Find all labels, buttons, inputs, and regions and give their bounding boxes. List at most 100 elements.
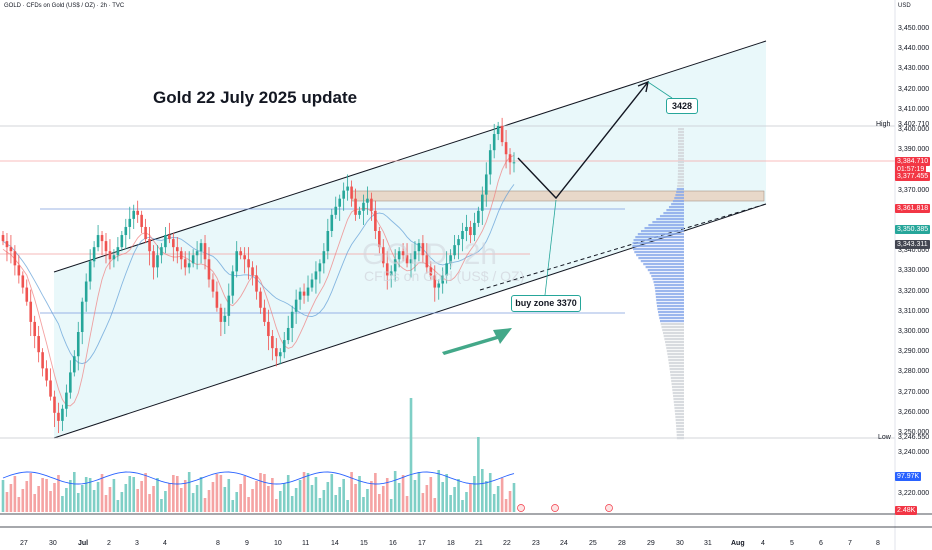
- volume-bar: [160, 499, 163, 512]
- candle-body: [227, 295, 231, 316]
- channel-upper-line[interactable]: [53, 40, 767, 273]
- candle-body: [136, 210, 139, 215]
- target-callout[interactable]: 3428: [666, 98, 698, 114]
- volume-bar: [227, 479, 231, 512]
- candle-body: [302, 291, 306, 296]
- candle-body: [132, 210, 136, 219]
- volume-bar: [381, 486, 385, 512]
- volume-profile-row: [660, 323, 684, 326]
- volume-profile-row: [666, 350, 684, 353]
- buy-zone-callout[interactable]: buy zone 3370: [511, 295, 581, 312]
- volume-bar: [302, 472, 306, 512]
- volume-bar: [183, 480, 187, 512]
- volume-bar: [326, 482, 330, 512]
- volume-bar: [88, 478, 92, 512]
- volume-profile-row: [666, 209, 684, 212]
- volume-bar: [96, 482, 100, 512]
- volume-profile-row: [674, 197, 684, 200]
- volume-bar: [481, 469, 484, 512]
- projection-path[interactable]: [517, 81, 649, 200]
- volume-bar: [477, 437, 480, 512]
- volume-bar: [29, 473, 33, 512]
- volume-bar: [172, 475, 175, 512]
- volume-bar: [397, 483, 401, 512]
- candle-body: [255, 275, 258, 292]
- volume-profile-row: [664, 338, 684, 341]
- candle-body: [481, 194, 484, 211]
- candle-body: [457, 239, 460, 246]
- candle-body: [183, 259, 187, 268]
- volume-profile-row: [655, 290, 684, 293]
- candle-body: [429, 267, 433, 276]
- time-tick-label: 8: [876, 540, 880, 547]
- volume-profile-row: [649, 272, 684, 275]
- low-label: Low: [878, 434, 891, 441]
- candle-body: [13, 251, 17, 266]
- candle-body: [231, 271, 235, 296]
- volume-profile-row: [677, 131, 684, 134]
- volume-profile-row: [677, 149, 684, 152]
- volume-bar: [271, 478, 274, 512]
- candle-body: [168, 235, 171, 240]
- volume-profile-row: [675, 422, 684, 425]
- volume-profile-row: [644, 227, 684, 230]
- volume-profile-row: [677, 170, 684, 173]
- time-tick-label: 5: [790, 540, 794, 547]
- candle-body: [199, 243, 203, 252]
- volume-bar: [286, 475, 290, 512]
- volume-bar: [49, 491, 52, 512]
- volume-bar: [278, 491, 282, 512]
- volume-bar: [73, 472, 76, 512]
- volume-bar: [492, 494, 496, 512]
- moving-average-blue: [2, 184, 515, 365]
- volume-profile-row: [647, 269, 684, 272]
- candle-body: [88, 261, 92, 282]
- candle-body: [128, 218, 132, 227]
- candle-body: [116, 247, 120, 256]
- candle-body: [80, 301, 84, 332]
- candle-body: [211, 279, 215, 292]
- event-marker[interactable]: [605, 504, 613, 512]
- candle-body: [318, 263, 322, 272]
- candle-body: [441, 275, 444, 284]
- price-tick-label: 3,400.000: [898, 126, 930, 133]
- volume-bar: [136, 489, 139, 512]
- event-marker[interactable]: [517, 504, 525, 512]
- volume-bar: [374, 473, 377, 512]
- price-tag: 3,377.455: [895, 172, 931, 181]
- volume-bar: [9, 484, 13, 512]
- candle-body: [294, 299, 298, 312]
- candle-body: [172, 239, 175, 248]
- candle-body: [33, 321, 36, 337]
- volume-profile-row: [676, 425, 684, 428]
- volume-bar: [168, 483, 171, 512]
- volume-profile-row: [677, 146, 684, 149]
- candle-body: [334, 206, 338, 215]
- candle-body: [191, 255, 195, 264]
- volume-profile-row: [669, 365, 684, 368]
- candle-body: [469, 226, 472, 236]
- volume-bars: [1, 398, 516, 512]
- volume-profile-row: [677, 179, 684, 182]
- volume-profile-row: [670, 377, 684, 380]
- volume-profile-row: [654, 287, 684, 290]
- candle-body: [164, 235, 167, 248]
- candle-body: [437, 283, 441, 288]
- volume-bar: [199, 477, 203, 512]
- volume-profile-row: [659, 317, 684, 320]
- price-tick-label: 3,430.000: [898, 65, 930, 73]
- volume-profile-row: [659, 320, 684, 323]
- event-marker[interactable]: [551, 504, 559, 512]
- volume-bar: [132, 477, 136, 512]
- candle-body: [17, 265, 21, 276]
- volume-bar: [263, 474, 266, 512]
- volume-profile-row: [677, 134, 684, 137]
- price-tick-label: 3,250.000: [898, 429, 930, 436]
- candle-body: [374, 210, 377, 231]
- volume-bar: [421, 493, 425, 512]
- candle-body: [21, 275, 25, 288]
- volume-profile-row: [657, 311, 684, 314]
- price-tick-label: 3,450.000: [898, 25, 930, 32]
- candle-body: [473, 222, 476, 236]
